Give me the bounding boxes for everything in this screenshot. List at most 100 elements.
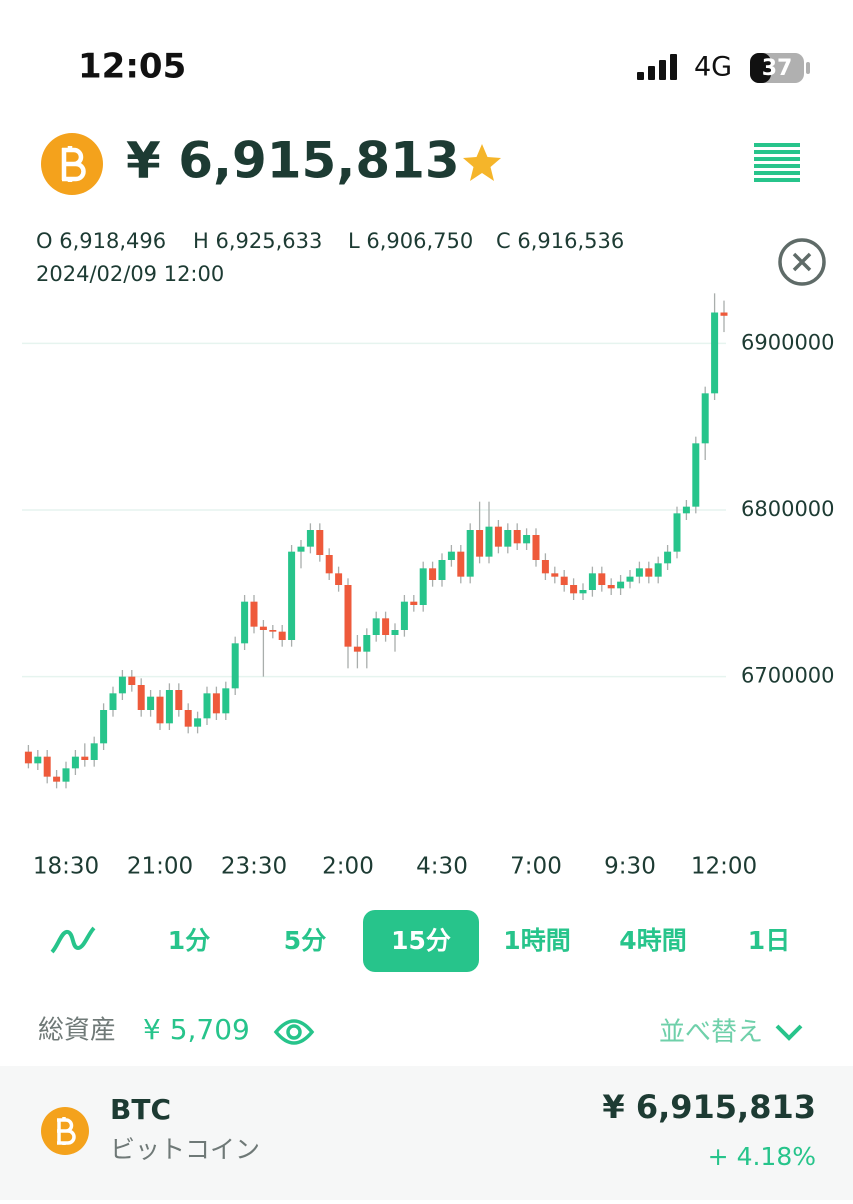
sort-button[interactable]: 並べ替え <box>659 1018 763 1048</box>
candle-body <box>682 506 690 514</box>
candle-body <box>344 585 352 647</box>
holding-name: ビットコイン <box>110 1135 260 1164</box>
holding-symbol: BTC <box>110 1093 171 1126</box>
timeframe-tab[interactable]: 15分 <box>391 926 451 955</box>
sort-chevron[interactable] <box>775 1024 803 1041</box>
candle-body <box>100 710 108 744</box>
candle-body <box>222 688 230 714</box>
favorite-star[interactable] <box>463 144 501 181</box>
x-tick-label: 23:30 <box>221 854 287 880</box>
candle-body <box>325 555 333 574</box>
timeframe-tab[interactable]: 4時間 <box>619 926 686 955</box>
candle-body <box>626 576 634 582</box>
timeframe-tab[interactable]: 5分 <box>284 926 326 955</box>
battery-text: 37 <box>762 56 793 81</box>
candle-body <box>429 568 437 580</box>
menu-icon[interactable] <box>754 143 800 182</box>
ohlc-open: O 6,918,496 <box>36 229 166 253</box>
assets-value: ¥ 5,709 <box>143 1013 250 1046</box>
candle-body <box>90 743 98 760</box>
candle-body <box>419 568 427 605</box>
holding-row[interactable] <box>0 1066 853 1200</box>
candle-body <box>156 696 164 724</box>
candle-body <box>259 626 267 630</box>
y-tick-label: 6700000 <box>741 664 835 688</box>
candle-body <box>457 551 465 577</box>
candle-body <box>71 756 79 769</box>
holding-icon <box>41 1107 89 1155</box>
candle-body <box>410 601 418 605</box>
timeframe-tab[interactable]: 1時間 <box>503 926 570 955</box>
candlestick-chart: 6700000 6800000 6900000 18:30 21:00 23:30 2:00… <box>22 293 835 880</box>
candle-body <box>701 393 709 444</box>
candle-body <box>175 690 183 710</box>
candle-body <box>278 631 286 640</box>
candle-body <box>382 618 390 635</box>
candle-body <box>24 751 32 764</box>
candle-body <box>43 756 51 777</box>
candle-body <box>269 630 277 632</box>
candle-body <box>165 690 173 724</box>
candle-body <box>53 776 61 782</box>
candle-body <box>607 585 615 589</box>
candle-body <box>532 535 540 560</box>
candle-body <box>194 718 202 727</box>
signal <box>637 54 677 80</box>
candle-body <box>363 635 371 652</box>
candle-body <box>560 576 568 585</box>
x-tick-label: 21:00 <box>127 854 193 880</box>
network: 4G <box>694 52 732 83</box>
candle-body <box>184 710 192 727</box>
timeframe-tab[interactable]: 1日 <box>748 926 790 955</box>
holding-price: ¥ 6,915,813 <box>602 1088 816 1126</box>
candle-body <box>617 581 625 589</box>
x-tick-label: 7:00 <box>510 854 562 880</box>
candle-body <box>711 312 719 394</box>
candle-body <box>372 618 380 635</box>
candle-body <box>316 530 324 555</box>
candle-body <box>250 601 258 627</box>
candle-body <box>118 676 126 694</box>
tab-active-bg <box>363 910 479 972</box>
candle-body <box>137 685 145 710</box>
assets-label: 総資産 <box>38 1016 116 1046</box>
candle-body <box>664 551 672 564</box>
candle-body <box>494 526 502 547</box>
candle-body <box>551 573 559 577</box>
status-time: 12:05 <box>78 47 186 87</box>
candle-body <box>485 526 493 557</box>
candle-body <box>645 568 653 577</box>
battery-tip <box>806 62 810 74</box>
x-tick-label: 4:30 <box>416 854 468 880</box>
close-button[interactable] <box>778 238 826 286</box>
candle-body <box>241 601 249 644</box>
candle-body <box>128 676 136 685</box>
eye-icon[interactable] <box>273 1019 315 1045</box>
candle-body <box>588 573 596 590</box>
x-tick-label: 9:30 <box>604 854 656 880</box>
candle-body <box>109 693 117 710</box>
candle-body <box>466 530 474 577</box>
candle-body <box>203 693 211 719</box>
candle-body <box>635 568 643 577</box>
ohlc-close: C 6,916,536 <box>496 229 624 253</box>
y-tick-label: 6800000 <box>741 497 835 521</box>
candle-body <box>504 530 512 547</box>
candle-body <box>335 573 343 585</box>
y-tick-label: 6900000 <box>741 330 835 354</box>
candle-body <box>34 756 42 764</box>
candle-body <box>541 560 549 574</box>
candle-body <box>400 601 408 630</box>
holding-change: + 4.18% <box>708 1142 816 1171</box>
candle-body <box>720 312 728 316</box>
candle-body <box>654 563 662 577</box>
candle-body <box>692 443 700 507</box>
candle-body <box>570 585 578 594</box>
candle-body <box>476 530 484 557</box>
line-chart-toggle[interactable] <box>50 926 96 954</box>
ohlc-datetime: 2024/02/09 12:00 <box>36 262 224 286</box>
candle-body <box>438 560 446 580</box>
timeframe-tab[interactable]: 1分 <box>168 926 210 955</box>
